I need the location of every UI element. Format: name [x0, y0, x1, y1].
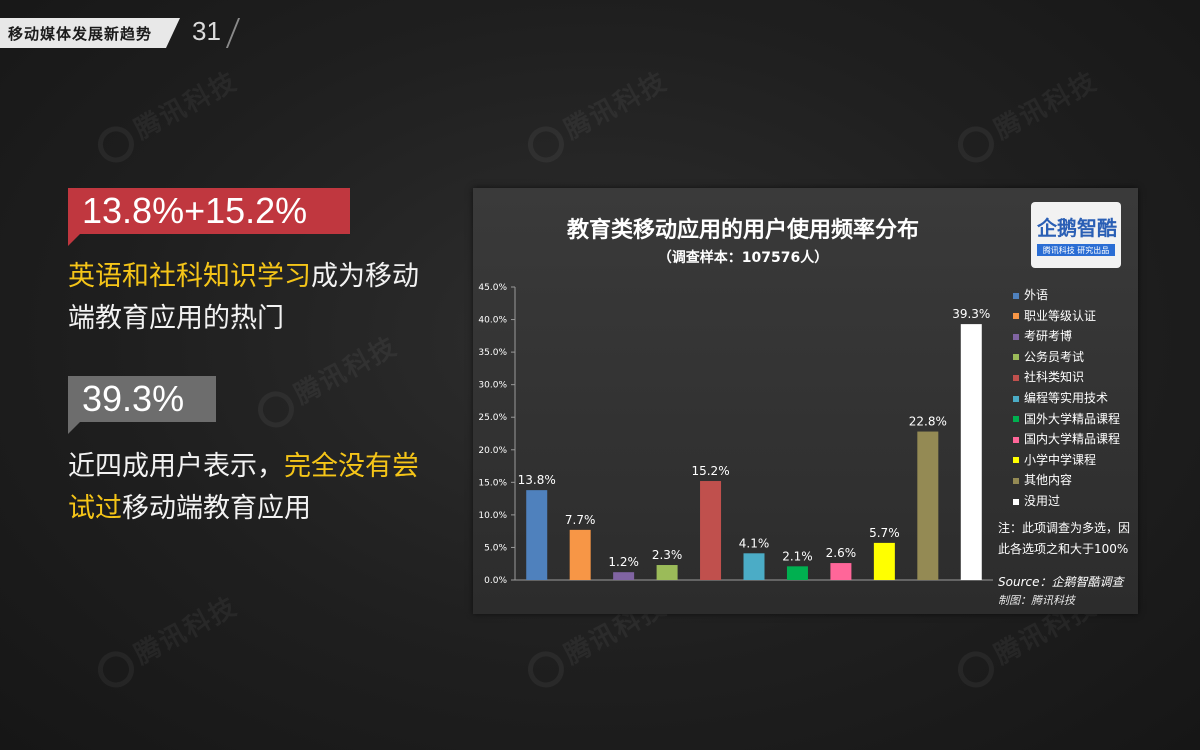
stat1-text-b: 端教育应用的热门 [68, 303, 284, 334]
logo-tagline: 腾讯科技 研究出品 [1042, 246, 1110, 255]
logo-bar [1037, 244, 1115, 256]
chart-note: 注：此项调查为多选，因此各选项之和大于100% [998, 521, 1131, 556]
data-label: 22.8% [909, 415, 947, 429]
stat2-description: 近四成用户表示，完全没有尝 试过移动端教育应用 [68, 446, 448, 530]
y-tick-label: 40.0% [478, 316, 507, 326]
y-tick-label: 20.0% [478, 446, 507, 456]
y-tick-label: 15.0% [478, 478, 507, 488]
stat1-tail [68, 234, 80, 246]
header-divider [225, 18, 241, 48]
logo-name: 企鹅智酷 [1037, 216, 1117, 240]
legend-swatch [1013, 477, 1019, 484]
legend-swatch [1013, 313, 1019, 320]
data-label: 1.2% [608, 555, 639, 569]
legend-label: 社科类知识 [1024, 370, 1085, 385]
legend-label: 职业等级认证 [1024, 308, 1097, 323]
header-tab [0, 18, 180, 48]
legend-swatch [1013, 292, 1019, 299]
bar-9 [917, 431, 939, 580]
data-label: 2.6% [826, 546, 857, 560]
stat2-text-b: 移动端教育应用 [122, 493, 311, 524]
legend-label: 考研考博 [1024, 329, 1073, 344]
legend-swatch [1013, 333, 1019, 340]
stat2-text-a: 近四成用户表示， [68, 451, 284, 482]
data-label: 2.3% [652, 548, 683, 562]
stat2-value: 39.3% [68, 376, 216, 422]
watermark: 腾讯科技 [950, 61, 1105, 169]
legend-swatch [1013, 416, 1019, 423]
data-label: 15.2% [691, 464, 729, 478]
page-number: 31 [192, 16, 221, 46]
y-tick-label: 5.0% [484, 543, 507, 553]
stat1-description: 英语和社科知识学习成为移动 端教育应用的热门 [68, 256, 448, 340]
stat2-highlight-b: 试过 [68, 493, 122, 524]
bar-1 [569, 529, 591, 580]
legend-item: 公务员考试 [1013, 348, 1084, 366]
legend-item: 编程等实用技术 [1013, 389, 1108, 407]
legend-swatch [1013, 498, 1019, 505]
watermark: 腾讯科技 [520, 61, 675, 169]
bar-2 [613, 572, 635, 580]
bar-0 [526, 490, 548, 580]
y-tick-label: 0.0% [484, 576, 507, 586]
legend-label: 小学中学课程 [1024, 452, 1097, 467]
data-label: 2.1% [782, 549, 813, 563]
y-tick-label: 10.0% [478, 511, 507, 521]
stat2-highlight-a: 完全没有尝 [284, 451, 419, 482]
bar-chart: 0.0% 5.0% 10.0% 15.0% 20.0% 25.0% 30.0% 35.0% 40… [478, 283, 993, 586]
logo: 企鹅智酷 腾讯科技 研究出品 [1031, 202, 1121, 268]
legend-swatch [1013, 354, 1019, 361]
header-title: 移动媒体发展新趋势 [8, 25, 153, 43]
data-label: 4.1% [739, 536, 770, 550]
y-tick-label: 35.0% [478, 348, 507, 358]
legend-item: 外语 [1013, 286, 1048, 304]
chart-subtitle: （调查样本：107576人） [657, 250, 829, 266]
legend-swatch [1013, 374, 1019, 381]
legend-label: 国内大学精品课程 [1024, 432, 1121, 447]
data-label: 5.7% [869, 526, 900, 540]
legend-item: 其他内容 [1013, 471, 1072, 489]
legend-label: 公务员考试 [1024, 349, 1085, 364]
legend-label: 没用过 [1024, 494, 1061, 508]
legend-item: 小学中学课程 [1013, 451, 1096, 469]
legend-item: 职业等级认证 [1013, 307, 1096, 325]
y-tick-label: 45.0% [478, 283, 507, 293]
watermark: 腾讯科技 [90, 586, 245, 694]
stat1-highlight: 英语和社科知识学习 [68, 261, 311, 292]
legend-label: 外语 [1024, 288, 1049, 302]
data-label: 7.7% [565, 513, 596, 527]
y-tick-label: 25.0% [478, 413, 507, 423]
data-label: 13.8% [518, 473, 556, 487]
bar-3 [656, 565, 678, 580]
chart-title: 教育类移动应用的用户使用频率分布 [566, 218, 919, 243]
chart-source: Source：企鹅智酷调查 [998, 575, 1124, 589]
watermark: 腾讯科技 [90, 61, 245, 169]
legend-label: 其他内容 [1024, 473, 1073, 488]
bar-8 [873, 542, 895, 580]
bar-7 [830, 563, 852, 580]
stat2-tail [68, 422, 80, 434]
legend-label: 编程等实用技术 [1024, 391, 1109, 405]
bar-10 [960, 324, 982, 580]
stat1-text-a: 成为移动 [311, 261, 419, 292]
legend-item: 国外大学精品课程 [1013, 410, 1120, 428]
legend-swatch [1013, 436, 1019, 443]
legend-item: 考研考博 [1013, 327, 1072, 345]
bar-4 [700, 481, 722, 580]
bar-6 [786, 566, 808, 580]
legend-item: 没用过 [1013, 492, 1060, 510]
legend-item: 社科类知识 [1013, 368, 1084, 386]
chart-maker: 制图：腾讯科技 [998, 594, 1075, 607]
legend-label: 国外大学精品课程 [1024, 411, 1121, 426]
legend-swatch [1013, 395, 1019, 402]
legend-swatch [1013, 457, 1019, 464]
y-tick-label: 30.0% [478, 381, 507, 391]
data-label: 39.3% [952, 307, 990, 321]
bar-5 [743, 553, 765, 580]
stat1-value: 13.8%+15.2% [68, 188, 350, 234]
legend-item: 国内大学精品课程 [1013, 430, 1120, 448]
watermark: 腾讯科技 [250, 326, 405, 434]
chart-panel: 教育类移动应用的用户使用频率分布 （调查样本：107576人） 企鹅智酷 腾讯科… [473, 188, 1138, 614]
